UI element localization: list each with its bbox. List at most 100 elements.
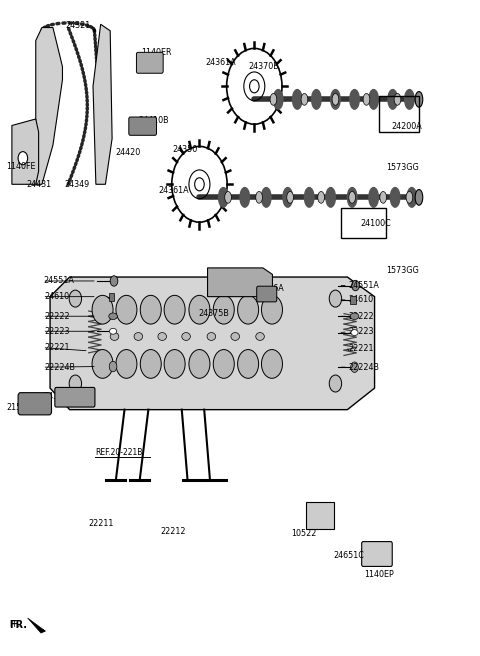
Ellipse shape <box>394 94 401 105</box>
Circle shape <box>213 295 234 324</box>
Text: 22211: 22211 <box>89 520 114 529</box>
Text: 21516A: 21516A <box>6 403 37 412</box>
Text: 24200A: 24200A <box>392 122 422 131</box>
Circle shape <box>351 362 359 373</box>
FancyBboxPatch shape <box>129 117 156 135</box>
Circle shape <box>116 295 137 324</box>
Ellipse shape <box>207 333 216 340</box>
Circle shape <box>69 375 82 392</box>
Ellipse shape <box>369 90 378 109</box>
Ellipse shape <box>405 90 414 109</box>
Ellipse shape <box>369 188 378 207</box>
Ellipse shape <box>110 333 119 340</box>
Text: 21516A: 21516A <box>253 284 284 293</box>
Text: FR.: FR. <box>9 620 21 629</box>
Circle shape <box>116 350 137 379</box>
Text: 1573GG: 1573GG <box>386 163 419 173</box>
Bar <box>350 296 356 304</box>
Circle shape <box>189 295 210 324</box>
Circle shape <box>164 295 185 324</box>
Ellipse shape <box>350 90 360 109</box>
Text: 22212: 22212 <box>160 527 186 537</box>
Circle shape <box>329 290 342 307</box>
Ellipse shape <box>231 333 240 340</box>
Text: 24420: 24420 <box>115 148 140 157</box>
Ellipse shape <box>331 90 340 109</box>
Ellipse shape <box>292 90 302 109</box>
FancyBboxPatch shape <box>362 542 392 566</box>
Polygon shape <box>207 268 273 297</box>
Text: 1140ER: 1140ER <box>141 48 171 57</box>
Text: 1573GG: 1573GG <box>386 266 419 275</box>
Ellipse shape <box>262 188 271 207</box>
Circle shape <box>164 350 185 379</box>
Ellipse shape <box>256 333 264 340</box>
Text: 24361A: 24361A <box>205 58 236 67</box>
Circle shape <box>92 350 113 379</box>
Text: 24361A: 24361A <box>158 186 189 195</box>
Ellipse shape <box>301 94 308 105</box>
Polygon shape <box>12 119 38 184</box>
Polygon shape <box>28 618 45 633</box>
Ellipse shape <box>312 90 321 109</box>
Ellipse shape <box>270 94 277 105</box>
Text: FR.: FR. <box>9 619 27 630</box>
Circle shape <box>110 276 118 286</box>
Ellipse shape <box>318 192 324 203</box>
Ellipse shape <box>240 188 250 207</box>
Text: 22224B: 22224B <box>349 363 380 372</box>
Circle shape <box>69 290 82 307</box>
Circle shape <box>238 295 259 324</box>
FancyBboxPatch shape <box>257 286 277 302</box>
Polygon shape <box>36 28 62 184</box>
Circle shape <box>109 361 117 372</box>
Text: 24100C: 24100C <box>361 219 392 228</box>
Ellipse shape <box>304 188 314 207</box>
Text: 24610: 24610 <box>349 295 374 304</box>
Text: 22221: 22221 <box>44 343 70 352</box>
Text: 22223: 22223 <box>44 327 70 336</box>
Circle shape <box>213 350 234 379</box>
Ellipse shape <box>287 192 293 203</box>
Text: 24375B: 24375B <box>199 309 229 318</box>
Text: 22221: 22221 <box>349 344 374 354</box>
Text: 22222: 22222 <box>349 312 374 321</box>
Circle shape <box>18 152 28 165</box>
Ellipse shape <box>182 333 191 340</box>
Circle shape <box>352 280 360 291</box>
Circle shape <box>250 80 259 93</box>
Text: 10522: 10522 <box>291 529 317 539</box>
Ellipse shape <box>274 90 283 109</box>
Text: 24349: 24349 <box>65 180 90 189</box>
Ellipse shape <box>256 192 263 203</box>
Circle shape <box>189 350 210 379</box>
Polygon shape <box>50 277 374 409</box>
FancyBboxPatch shape <box>136 52 163 73</box>
Text: 24651C: 24651C <box>334 551 364 560</box>
Ellipse shape <box>218 188 228 207</box>
Circle shape <box>195 178 204 191</box>
Circle shape <box>140 295 161 324</box>
Text: 24321: 24321 <box>66 21 91 30</box>
Text: 24355F: 24355F <box>43 392 73 401</box>
Text: 24610: 24610 <box>44 292 70 301</box>
Text: 24431: 24431 <box>27 180 52 189</box>
Ellipse shape <box>332 94 339 105</box>
Bar <box>109 293 115 300</box>
FancyBboxPatch shape <box>18 393 51 415</box>
Ellipse shape <box>109 328 117 334</box>
Ellipse shape <box>350 313 359 319</box>
Ellipse shape <box>380 192 386 203</box>
Ellipse shape <box>158 333 167 340</box>
Text: 22222: 22222 <box>44 312 70 321</box>
Ellipse shape <box>349 192 356 203</box>
Text: 1140EP: 1140EP <box>364 571 394 579</box>
Circle shape <box>262 350 282 379</box>
Ellipse shape <box>406 192 413 203</box>
Circle shape <box>262 295 282 324</box>
Ellipse shape <box>326 188 336 207</box>
Text: 24551A: 24551A <box>349 281 380 290</box>
FancyBboxPatch shape <box>306 502 334 529</box>
Ellipse shape <box>363 94 370 105</box>
Ellipse shape <box>388 90 397 109</box>
